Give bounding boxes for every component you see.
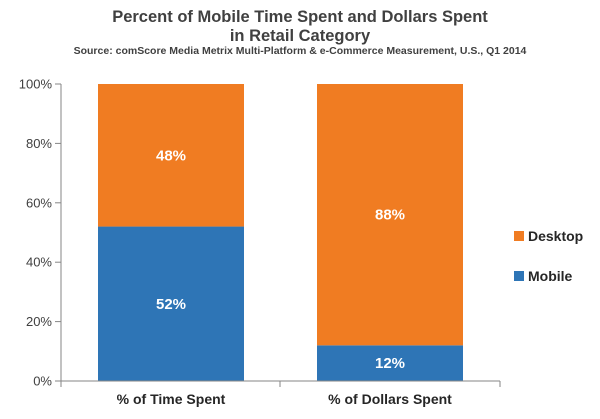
- bars-layer: [98, 84, 463, 381]
- data-label-mobile-1: 52%: [156, 296, 186, 313]
- bar-desktop-2: [317, 84, 463, 346]
- data-label-desktop-1: 48%: [156, 147, 186, 164]
- y-tick-label: 20%: [26, 314, 52, 329]
- bar-desktop-1: [98, 84, 244, 227]
- legend: Desktop Mobile: [514, 228, 583, 284]
- axes-layer: 0% 20% 40% 60% 80% 100% % of Time Spent % of Do…: [19, 77, 501, 407]
- legend-swatch-mobile: [514, 271, 524, 281]
- data-label-desktop-2: 88%: [375, 207, 405, 224]
- data-label-mobile-2: 12%: [375, 355, 405, 372]
- legend-label-desktop: Desktop: [528, 228, 583, 244]
- legend-swatch-desktop: [514, 231, 524, 241]
- chart-title-line-2: in Retail Category: [229, 27, 371, 45]
- x-category-label-2: % of Dollars Spent: [328, 391, 452, 407]
- labels-layer: 52% 48% 12% 88%: [156, 147, 405, 372]
- bar-mobile-1: [98, 226, 244, 381]
- legend-label-mobile: Mobile: [528, 268, 573, 284]
- chart-title: Percent of Mobile Time Spent and Dollars…: [0, 8, 600, 46]
- x-category-label-1: % of Time Spent: [117, 391, 226, 407]
- bar-mobile-2: [317, 345, 463, 381]
- y-tick-label: 40%: [26, 255, 52, 270]
- y-tick-label: 0%: [33, 374, 52, 389]
- y-tick-label: 80%: [26, 136, 52, 151]
- y-tick-label: 60%: [26, 195, 52, 210]
- y-tick-label: 100%: [19, 77, 53, 92]
- chart-subtitle: Source: comScore Media Metrix Multi-Plat…: [73, 45, 527, 57]
- chart-title-line-1: Percent of Mobile Time Spent and Dollars…: [112, 8, 488, 26]
